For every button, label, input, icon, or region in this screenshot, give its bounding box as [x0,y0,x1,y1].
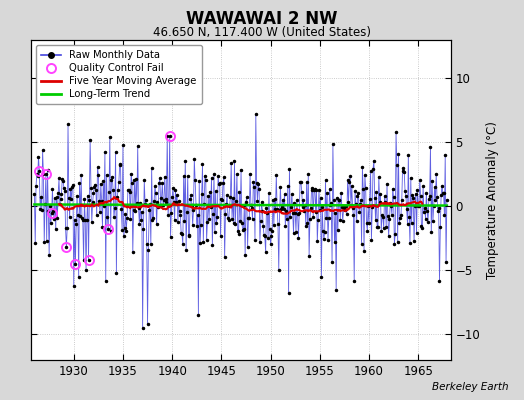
Y-axis label: Temperature Anomaly (°C): Temperature Anomaly (°C) [486,121,499,279]
Text: WAWAWAI 2 NW: WAWAWAI 2 NW [186,10,338,28]
Legend: Raw Monthly Data, Quality Control Fail, Five Year Moving Average, Long-Term Tren: Raw Monthly Data, Quality Control Fail, … [37,45,202,104]
Text: 46.650 N, 117.400 W (United States): 46.650 N, 117.400 W (United States) [153,26,371,39]
Text: Berkeley Earth: Berkeley Earth [432,382,508,392]
